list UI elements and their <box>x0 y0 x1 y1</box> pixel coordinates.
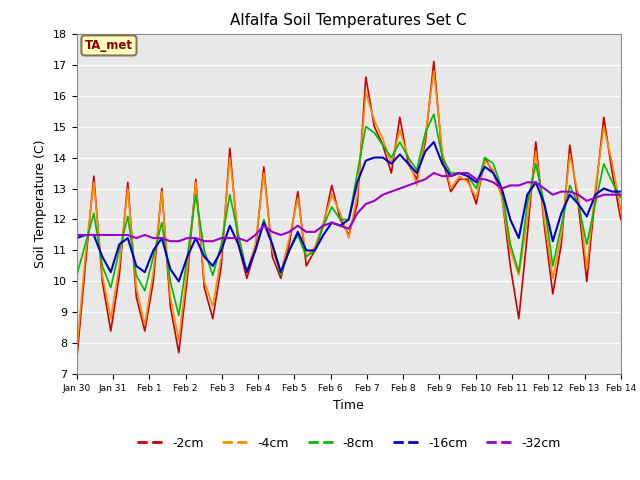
Line: -32cm: -32cm <box>77 173 621 241</box>
-2cm <box>200 285 208 290</box>
-16cm <box>600 186 607 192</box>
-4cm <box>73 347 81 352</box>
-16cm <box>557 210 565 216</box>
-32cm <box>557 189 565 194</box>
-4cm <box>600 124 607 130</box>
-32cm <box>243 238 251 244</box>
Y-axis label: Soil Temperature (C): Soil Temperature (C) <box>35 140 47 268</box>
-8cm <box>243 269 251 275</box>
-2cm <box>303 263 310 269</box>
-4cm <box>234 232 242 238</box>
Title: Alfalfa Soil Temperatures Set C: Alfalfa Soil Temperatures Set C <box>230 13 467 28</box>
-16cm <box>617 189 625 194</box>
-16cm <box>243 269 251 275</box>
-32cm <box>600 192 607 198</box>
-16cm <box>311 248 319 253</box>
Line: -16cm: -16cm <box>77 142 621 281</box>
Text: TA_met: TA_met <box>85 39 133 52</box>
-16cm <box>175 278 182 284</box>
Line: -4cm: -4cm <box>77 71 621 349</box>
X-axis label: Time: Time <box>333 399 364 412</box>
-32cm <box>430 170 438 176</box>
-16cm <box>209 263 216 269</box>
-2cm <box>234 241 242 247</box>
-32cm <box>209 238 216 244</box>
Line: -8cm: -8cm <box>77 114 621 315</box>
-2cm <box>430 59 438 64</box>
-16cm <box>430 139 438 145</box>
-8cm <box>209 272 216 278</box>
-8cm <box>430 111 438 117</box>
-32cm <box>617 192 625 198</box>
-2cm <box>73 356 81 362</box>
-32cm <box>311 229 319 235</box>
-4cm <box>617 207 625 213</box>
-32cm <box>362 201 370 207</box>
Line: -2cm: -2cm <box>77 61 621 359</box>
-4cm <box>353 192 361 198</box>
-16cm <box>362 158 370 164</box>
-8cm <box>175 312 182 318</box>
-8cm <box>557 223 565 228</box>
-32cm <box>73 232 81 238</box>
-8cm <box>600 161 607 167</box>
-4cm <box>303 254 310 260</box>
-2cm <box>600 114 607 120</box>
Legend: -2cm, -4cm, -8cm, -16cm, -32cm: -2cm, -4cm, -8cm, -16cm, -32cm <box>132 432 566 455</box>
-4cm <box>200 278 208 284</box>
-4cm <box>549 276 557 281</box>
-2cm <box>353 201 361 207</box>
-2cm <box>617 216 625 222</box>
-8cm <box>73 272 81 278</box>
-8cm <box>617 195 625 201</box>
-16cm <box>73 235 81 241</box>
-4cm <box>430 68 438 73</box>
-8cm <box>362 124 370 130</box>
-32cm <box>166 238 174 244</box>
-2cm <box>549 291 557 297</box>
-8cm <box>311 248 319 253</box>
